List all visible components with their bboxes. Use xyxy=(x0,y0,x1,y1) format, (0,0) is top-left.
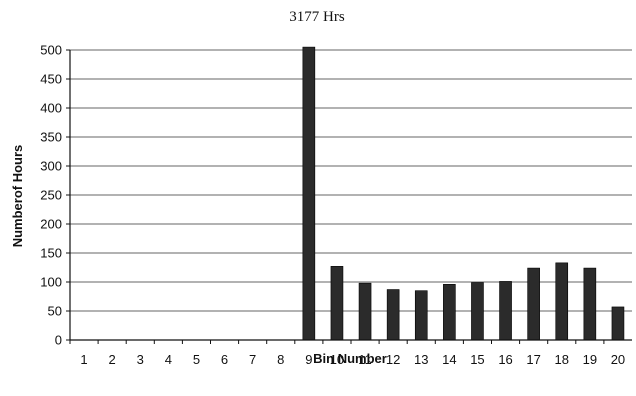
x-tick-label: 2 xyxy=(109,352,116,367)
y-tick-labels: 0 50 100 150 200 250 300 350 400 450 500 xyxy=(40,43,62,348)
x-tick-label: 15 xyxy=(470,352,484,367)
x-tick-label: 20 xyxy=(611,352,625,367)
x-tick-labels: 1 2 3 4 5 6 7 8 9 10 11 12 13 14 15 16 17 18 19 20 xyxy=(69,340,625,367)
x-tick-label: 9 xyxy=(305,352,312,367)
y-tick-label: 350 xyxy=(40,130,62,145)
y-tick-label: 250 xyxy=(40,188,62,203)
bar-14 xyxy=(443,284,456,341)
x-tick-label: 4 xyxy=(165,352,172,367)
bar-13 xyxy=(414,290,428,341)
y-tick-label: 450 xyxy=(40,72,62,87)
x-tick-label: 19 xyxy=(583,352,597,367)
x-tick-label: 12 xyxy=(386,352,400,367)
y-tick-label: 100 xyxy=(40,275,62,290)
bar-12 xyxy=(386,289,400,341)
bar-9 xyxy=(302,46,316,341)
bar-17 xyxy=(527,267,540,341)
x-tick-label: 17 xyxy=(526,352,540,367)
x-tick-label: 6 xyxy=(221,352,228,367)
y-tick-label: 50 xyxy=(48,304,62,319)
bar-16 xyxy=(499,281,512,341)
y-tick-label: 300 xyxy=(40,159,62,174)
bars xyxy=(302,46,625,341)
y-tick-label: 400 xyxy=(40,101,62,116)
bar-15 xyxy=(471,282,484,341)
bar-18 xyxy=(555,262,569,341)
x-tick-label: 1 xyxy=(80,352,87,367)
x-tick-label: 13 xyxy=(414,352,428,367)
y-axis-label: Numberof Hours xyxy=(10,145,25,248)
y-tick-label: 150 xyxy=(40,246,62,261)
y-tick-label: 200 xyxy=(40,217,62,232)
gridlines xyxy=(66,49,632,341)
x-tick-label: 8 xyxy=(277,352,284,367)
bar-20 xyxy=(611,306,625,341)
bar-19 xyxy=(583,267,597,341)
x-tick-label: 10 xyxy=(330,352,344,367)
y-tick-label: 500 xyxy=(40,43,62,58)
bar-11 xyxy=(358,282,372,341)
x-tick-label: 7 xyxy=(249,352,256,367)
x-tick-label: 5 xyxy=(193,352,200,367)
chart-title: 3177 Hrs xyxy=(289,9,345,25)
x-tick-label: 11 xyxy=(358,352,372,367)
x-tick-label: 16 xyxy=(498,352,512,367)
x-axis-label: Bin Number xyxy=(313,351,387,366)
bar-10 xyxy=(330,266,344,341)
x-tick-label: 3 xyxy=(137,352,144,367)
x-tick-label: 14 xyxy=(442,352,456,367)
y-tick-label: 0 xyxy=(55,333,62,348)
x-tick-label: 18 xyxy=(555,352,569,367)
